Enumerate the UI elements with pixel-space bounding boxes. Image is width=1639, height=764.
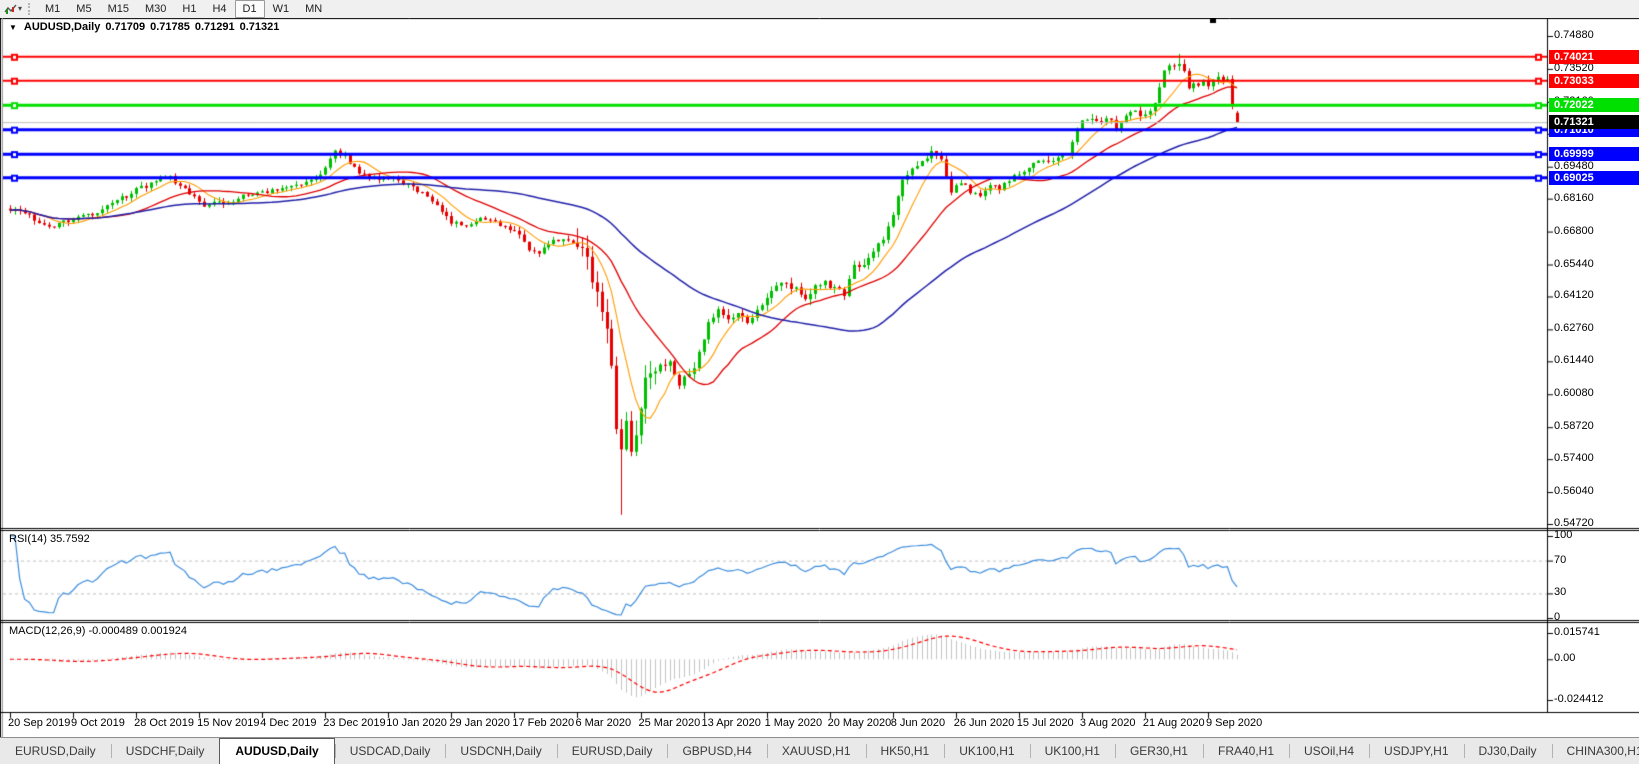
candlestick-chart-icon [4, 4, 17, 14]
chart-tab-bar: EURUSD,Daily USDCHF,Daily AUDUSD,Daily USDC… [0, 737, 1639, 764]
price-chart-canvas[interactable] [0, 18, 1639, 738]
chart-tab-eurusd-daily[interactable]: EURUSD,Daily [15, 744, 96, 758]
chart-tab-audusd-daily[interactable]: AUDUSD,Daily [219, 738, 335, 764]
timeframe-button-h1[interactable]: H1 [182, 3, 197, 15]
chart-tab-gbpusd-h4[interactable]: GBPUSD,H4 [667, 739, 766, 764]
timeframe-button-d1[interactable]: D1 [234, 0, 265, 18]
chart-tab-ger30-h1[interactable]: GER30,H1 [1114, 739, 1203, 764]
chart-tab-eurusd-daily[interactable]: EURUSD,Daily [556, 739, 668, 764]
chart-tab-china300-h1[interactable]: CHINA300,H1 [1551, 739, 1639, 764]
timeframe-button-mn[interactable]: MN [305, 3, 323, 15]
chart-tab-usdchf-daily[interactable]: USDCHF,Daily [110, 739, 220, 764]
chart-tab-uk100-h1[interactable]: UK100,H1 [944, 739, 1029, 764]
chart-tab-dj30-daily[interactable]: DJ30,Daily [1463, 739, 1552, 764]
chart-tab-fra40-h1[interactable]: FRA40,H1 [1202, 739, 1289, 764]
chart-tab-xauusd-h1[interactable]: XAUUSD,H1 [766, 739, 866, 764]
timeframe-buttons: M1 M5 M15 M30 H1 H4 D1 W1 MN [37, 0, 330, 18]
timeframe-button-m15[interactable]: M15 [107, 3, 129, 15]
timeframe-button-w1[interactable]: W1 [272, 3, 290, 15]
chart-tab-usdcnh-daily[interactable]: USDCNH,Daily [445, 739, 556, 764]
chart-tab-hk50-h1[interactable]: HK50,H1 [865, 739, 945, 764]
chart-tab-usdcad-daily[interactable]: USDCAD,Daily [334, 739, 446, 764]
timeframe-button-m30[interactable]: M30 [144, 3, 167, 15]
toolbar-grip [28, 3, 33, 15]
timeframe-button-h4[interactable]: H4 [212, 3, 227, 15]
timeframe-button-m1[interactable]: M1 [45, 3, 61, 15]
chart-tab-uk100-h1[interactable]: UK100,H1 [1029, 739, 1115, 764]
chart-tab-usoil-h4[interactable]: USOil,H4 [1289, 739, 1369, 764]
chevron-down-icon: ▾ [17, 4, 22, 13]
timeframe-button-m5[interactable]: M5 [76, 3, 92, 15]
timeframe-toolbar: ▾ M1 M5 M15 M30 H1 H4 D1 W1 MN [0, 0, 1639, 18]
chart-cursor-icon[interactable]: ▾ [0, 1, 26, 17]
chart-tab-usdjpy-h1[interactable]: USDJPY,H1 [1369, 739, 1463, 764]
